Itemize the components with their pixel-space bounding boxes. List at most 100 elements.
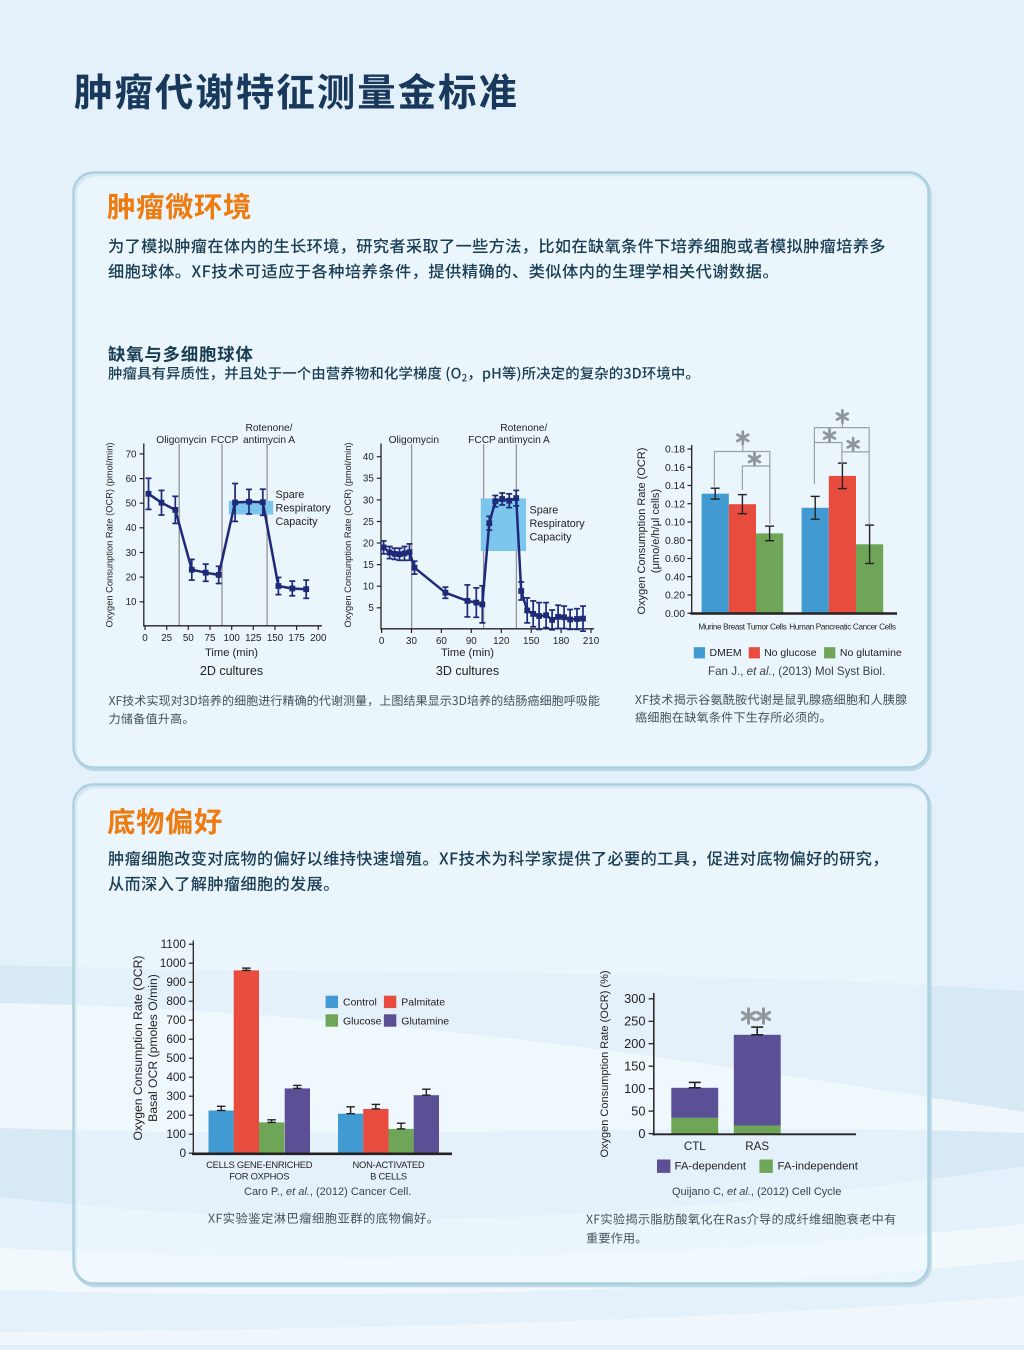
- svg-text:FA-independent: FA-independent: [778, 1161, 859, 1173]
- svg-text:0.18: 0.18: [665, 445, 685, 456]
- svg-text:Control: Control: [343, 997, 377, 1009]
- svg-text:125: 125: [245, 633, 262, 644]
- svg-text:200: 200: [310, 633, 327, 644]
- svg-text:0.14: 0.14: [665, 481, 685, 492]
- svg-text:60: 60: [436, 636, 447, 647]
- svg-text:15: 15: [363, 560, 374, 571]
- svg-text:1000: 1000: [160, 956, 187, 970]
- svg-text:Basal OCR (pmoles O/min): Basal OCR (pmoles O/min): [146, 974, 160, 1122]
- svg-text:2D cultures: 2D cultures: [200, 664, 263, 678]
- svg-text:20: 20: [363, 538, 374, 549]
- svg-text:Oxygen Consunption Rate (OCR): Oxygen Consunption Rate (OCR) (pmol/min): [343, 443, 353, 628]
- svg-text:175: 175: [288, 633, 305, 644]
- svg-text:Oligomycin: Oligomycin: [156, 435, 206, 446]
- svg-text:3D cultures: 3D cultures: [436, 664, 499, 678]
- svg-text:600: 600: [166, 1032, 186, 1046]
- svg-text:Oxygen Consumption Rate (OCR): Oxygen Consumption Rate (OCR): [636, 448, 648, 615]
- svg-text:NON-ACTIVATED: NON-ACTIVATED: [353, 1159, 425, 1170]
- svg-text:Time (min): Time (min): [441, 647, 494, 659]
- svg-text:40: 40: [363, 452, 374, 463]
- svg-text:100: 100: [166, 1127, 186, 1141]
- svg-text:30: 30: [406, 636, 417, 647]
- svg-text:Spare: Spare: [530, 505, 559, 517]
- svg-text:No glucose: No glucose: [764, 647, 817, 659]
- svg-text:Human Pancreatic Cancer Cells: Human Pancreatic Cancer Cells: [789, 623, 896, 632]
- svg-text:500: 500: [166, 1051, 186, 1065]
- svg-text:30: 30: [126, 548, 137, 559]
- svg-text:Oxygen Consunption Rate (OCR): Oxygen Consunption Rate (OCR) (pmol/min): [105, 443, 115, 628]
- svg-text:0: 0: [379, 636, 385, 647]
- svg-text:800: 800: [166, 994, 186, 1008]
- svg-text:10: 10: [363, 582, 374, 593]
- svg-text:0: 0: [638, 1126, 645, 1141]
- svg-text:No glutamine: No glutamine: [840, 647, 902, 659]
- svg-text:Time (min): Time (min): [205, 647, 258, 659]
- svg-text:Glutamine: Glutamine: [401, 1015, 449, 1027]
- svg-text:5: 5: [368, 603, 374, 614]
- svg-text:0.16: 0.16: [665, 463, 685, 474]
- svg-text:Rotenone/: Rotenone/: [245, 423, 292, 434]
- svg-text:Rotenone/: Rotenone/: [500, 423, 547, 434]
- svg-text:Quijano C, et al., (2012) Cell: Quijano C, et al., (2012) Cell Cycle: [672, 1186, 841, 1198]
- svg-text:150: 150: [624, 1059, 645, 1074]
- svg-text:25: 25: [363, 517, 374, 528]
- svg-text:Glucose: Glucose: [343, 1015, 382, 1027]
- svg-text:0.60: 0.60: [665, 554, 685, 565]
- svg-text:0.20: 0.20: [665, 591, 685, 602]
- svg-text:200: 200: [166, 1108, 186, 1122]
- svg-text:FCCP: FCCP: [211, 435, 239, 446]
- svg-text:75: 75: [205, 633, 216, 644]
- svg-text:700: 700: [166, 1013, 186, 1027]
- svg-text:CTL: CTL: [684, 1140, 706, 1153]
- svg-text:150: 150: [267, 633, 284, 644]
- svg-text:0.40: 0.40: [665, 572, 685, 583]
- svg-text:Caro P., et al., (2012) Cancer: Caro P., et al., (2012) Cancer Cell.: [244, 1186, 411, 1198]
- svg-text:(μmo/e/h/μl cells): (μmo/e/h/μl cells): [650, 489, 662, 573]
- svg-text:70: 70: [126, 449, 137, 460]
- svg-text:Spare: Spare: [276, 489, 305, 501]
- svg-text:DMEM: DMEM: [710, 647, 742, 659]
- svg-text:10: 10: [126, 597, 137, 608]
- svg-text:300: 300: [624, 991, 645, 1006]
- svg-text:Capacity: Capacity: [530, 532, 573, 544]
- svg-text:210: 210: [583, 636, 600, 647]
- svg-text:Respiratory: Respiratory: [530, 518, 586, 530]
- svg-text:25: 25: [161, 633, 172, 644]
- svg-text:FCCP: FCCP: [468, 435, 496, 446]
- svg-text:200: 200: [624, 1036, 645, 1051]
- svg-text:0.80: 0.80: [665, 536, 685, 547]
- svg-text:0.00: 0.00: [665, 609, 685, 620]
- svg-text:50: 50: [631, 1104, 645, 1119]
- svg-text:Capacity: Capacity: [276, 516, 319, 528]
- svg-text:Palmitate: Palmitate: [401, 997, 445, 1009]
- svg-text:100: 100: [624, 1081, 645, 1096]
- svg-text:RAS: RAS: [745, 1140, 769, 1153]
- svg-text:60: 60: [126, 474, 137, 485]
- svg-text:150: 150: [523, 636, 540, 647]
- svg-text:B CELLS: B CELLS: [370, 1171, 407, 1182]
- svg-text:antimycin A: antimycin A: [498, 435, 550, 446]
- svg-text:400: 400: [166, 1070, 186, 1084]
- svg-text:0: 0: [142, 633, 148, 644]
- svg-text:Oxygen Consumption Rate (OCR): Oxygen Consumption Rate (OCR) (%): [599, 970, 611, 1157]
- svg-text:0.12: 0.12: [665, 499, 685, 510]
- svg-text:CELLS GENE-ENRICHED: CELLS GENE-ENRICHED: [206, 1159, 313, 1170]
- svg-text:250: 250: [624, 1014, 645, 1029]
- svg-text:Oxygen Consumption Rate (OCR): Oxygen Consumption Rate (OCR): [131, 956, 145, 1141]
- svg-text:300: 300: [166, 1089, 186, 1103]
- svg-text:FA-dependent: FA-dependent: [675, 1161, 747, 1173]
- svg-text:35: 35: [363, 474, 374, 485]
- svg-text:0.10: 0.10: [665, 518, 685, 529]
- svg-text:Fan J., et al., (2013) Mol Sys: Fan J., et al., (2013) Mol Syst Biol.: [708, 665, 885, 678]
- svg-text:50: 50: [126, 499, 137, 510]
- svg-text:900: 900: [166, 975, 186, 989]
- svg-text:20: 20: [126, 573, 137, 584]
- svg-text:50: 50: [183, 633, 194, 644]
- svg-text:Respiratory: Respiratory: [276, 503, 332, 515]
- svg-text:FOR OXPHOS: FOR OXPHOS: [229, 1171, 289, 1182]
- svg-text:30: 30: [363, 495, 374, 506]
- svg-text:180: 180: [553, 636, 570, 647]
- svg-text:antimycin A: antimycin A: [243, 435, 295, 446]
- svg-text:100: 100: [224, 633, 241, 644]
- svg-text:Murine Breast Tumor Cells: Murine Breast Tumor Cells: [698, 623, 786, 632]
